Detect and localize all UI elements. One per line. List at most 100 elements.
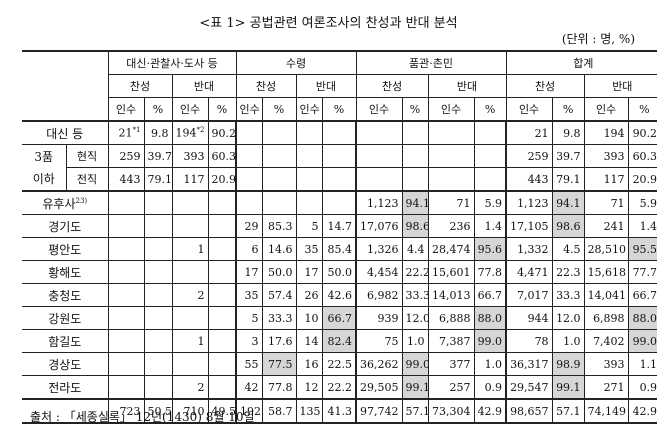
data-cell: 66.7 [321,306,357,330]
data-cell: 39.7 [143,144,172,168]
table-row: 충청도 2 35 57.4 26 42.6 6,982 33.3 14,013 66.7 7,017… [22,283,657,307]
data-cell: 1.4 [473,214,507,238]
data-cell: 98.9 [551,352,585,376]
data-cell [295,120,323,145]
data-cell: 42.6 [321,283,357,307]
header-pct: % [321,97,357,121]
table-row: 황해도 17 50.0 17 50.0 4,454 22.2 15,601 77.8 4,471 2… [22,260,657,284]
data-cell: 71 [427,190,475,215]
row-label: 충청도 [22,283,108,307]
data-cell [143,214,172,238]
data-cell: 117 [171,167,208,191]
header-chanseong: 찬성 [355,74,429,98]
data-cell: 944 [505,306,553,330]
table-total-row: 723 50.5 710 49.5 192 58.7 135 41.3 97,742 57.1 73… [22,398,657,424]
table-title: <표 1> 공법관련 여론조사의 찬성과 반대 분석 [199,16,458,31]
data-cell: 66.7 [473,283,507,307]
data-cell [427,144,475,168]
data-cell: 12.0 [401,306,429,330]
data-cell [207,306,237,330]
data-cell: 4.5 [551,237,585,261]
header-insu: 인수 [107,97,144,121]
data-cell: 443 [505,167,553,191]
data-cell: 57.4 [261,283,297,307]
data-cell [171,352,208,376]
table-row: 유후사23) 1,123 94.1 71 5.9 1,123 94.1 71 5.9 [22,190,657,215]
data-cell: 192 [235,398,263,424]
data-cell: 36,262 [355,352,403,376]
header-bandae: 반대 [171,74,237,98]
data-cell: 57.1 [401,398,429,424]
data-cell [207,329,237,353]
data-cell: 85.3 [261,214,297,238]
data-cell [401,144,429,168]
data-cell: 443 [107,167,144,191]
data-cell: 14,013 [427,283,475,307]
data-cell: 22.5 [321,352,357,376]
data-cell [261,167,297,191]
header-bandae: 반대 [427,74,507,98]
data-cell: 1.4 [627,214,657,238]
data-cell [143,375,172,399]
row-group-label: 3품 [22,144,66,168]
data-cell: 33.3 [401,283,429,307]
data-cell [107,352,144,376]
data-cell: 33.3 [551,283,585,307]
table-row: 전라도 2 42 77.8 12 22.2 29,505 99.1 257 0.9 29,547 99… [22,375,657,399]
data-cell: 194 [583,120,629,145]
data-cell: 6,982 [355,283,403,307]
data-cell: 5 [295,214,323,238]
data-cell: 135 [295,398,323,424]
data-cell: 14 [295,329,323,353]
data-cell: 35 [235,283,263,307]
data-cell: 2 [171,283,208,307]
data-cell [401,167,429,191]
data-cell: 98,657 [505,398,553,424]
row-group-label: 이하 [32,172,55,187]
data-cell: 17,105 [505,214,553,238]
data-cell: 42 [235,375,263,399]
data-cell: 28,510 [583,237,629,261]
data-cell [321,190,357,215]
row-label: 대신 등 [22,120,108,145]
data-cell: 939 [355,306,403,330]
header-pct: % [401,97,429,121]
table-row: 대신 등 21*1 9.8 194*2 90.2 21 9.8 194 90.2 [22,120,657,145]
data-cell [207,214,237,238]
data-cell: 95.5 [627,237,657,261]
data-cell: 49.5 [207,398,237,424]
header-insu: 인수 [355,97,403,121]
data-cell: 1.0 [473,352,507,376]
data-cell: 17 [295,260,323,284]
data-cell [261,120,297,145]
data-cell [427,167,475,191]
data-cell: 99.0 [401,352,429,376]
data-cell: 79.1 [551,167,585,191]
data-cell: 9.8 [551,120,585,145]
header-pct: % [143,97,172,121]
data-cell: 14.6 [261,237,297,261]
data-cell: 85.4 [321,237,357,261]
header-chanseong: 찬성 [235,74,297,98]
data-cell: 20.9 [207,167,237,191]
data-cell [473,144,507,168]
header-bandae: 반대 [295,74,357,98]
data-cell [207,352,237,376]
row-label: 전직 [65,167,108,191]
data-cell: 17.6 [261,329,297,353]
data-cell [321,144,357,168]
data-cell: 94.1 [401,190,429,215]
data-cell: 10 [295,306,323,330]
data-cell: 17 [235,260,263,284]
header-pct: % [473,97,507,121]
data-cell [171,190,208,215]
data-cell: 77.5 [261,352,297,376]
data-cell: 236 [427,214,475,238]
data-cell: 60.3 [207,144,237,168]
header-pct: % [627,97,657,121]
data-cell: 5 [235,306,263,330]
data-cell: 3 [235,329,263,353]
data-cell: 41.3 [321,398,357,424]
data-cell: 21 [505,120,553,145]
data-cell: 4,454 [355,260,403,284]
